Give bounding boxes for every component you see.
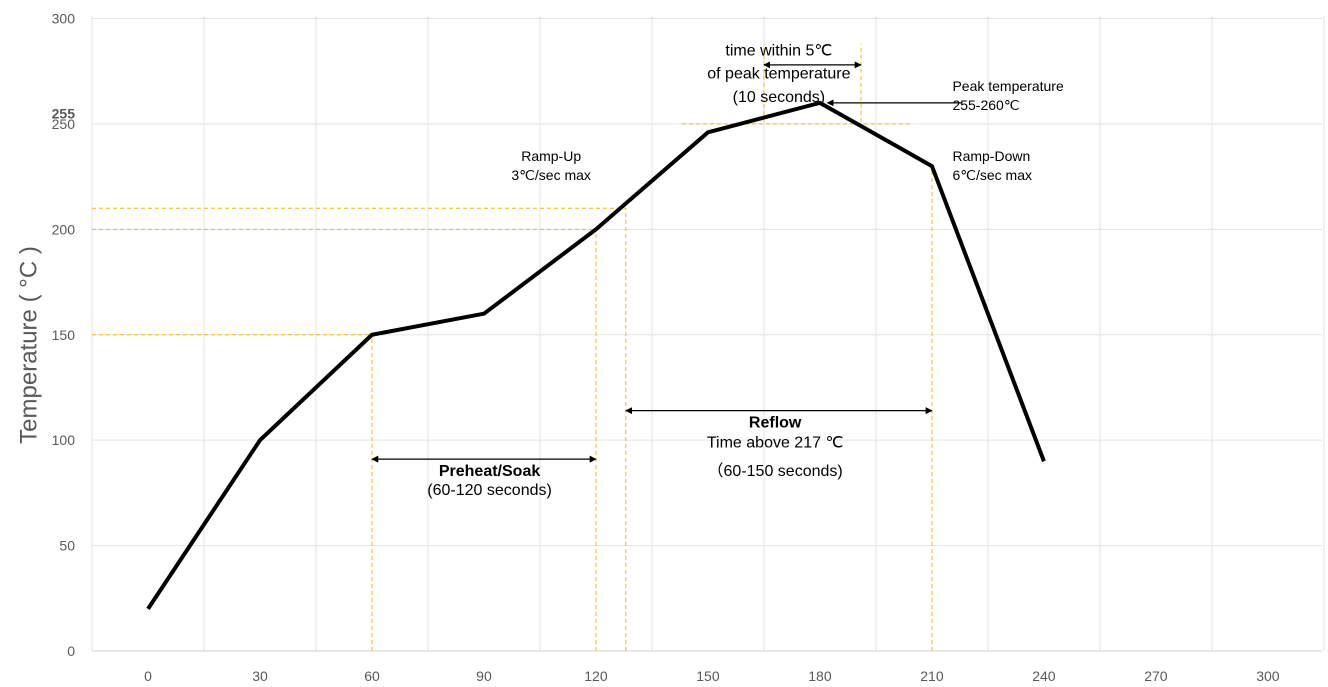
annotation-rampup-rate: 3℃/sec max: [511, 167, 591, 183]
y-tick-label: 100: [52, 432, 76, 448]
temperature-profile-line: [146, 100, 1046, 610]
annotation-peak-range: 255-260℃: [952, 97, 1019, 113]
y-tick-label: 300: [52, 11, 76, 27]
annotation-rampdown-title: Ramp-Down: [952, 148, 1030, 164]
x-tick-label: 30: [252, 668, 268, 684]
x-tick-label: 0: [144, 668, 152, 684]
x-tick-label: 150: [696, 668, 720, 684]
x-tick-label: 300: [1256, 668, 1280, 684]
x-tick-label: 90: [476, 668, 492, 684]
annotation-reflow-range: （60-150 seconds): [708, 462, 843, 480]
x-tick-label: 270: [1144, 668, 1168, 684]
series-layer: [146, 100, 1046, 610]
annotation-rampdown-rate: 6℃/sec max: [952, 167, 1032, 183]
annotation-preheat-range: (60-120 seconds): [427, 482, 552, 499]
y-axis-label: Temperature ( °C ): [15, 246, 42, 444]
annotation-layer: time within 5℃ of peak temperature (10 sec…: [427, 42, 1064, 499]
annotation-rampup-title: Ramp-Up: [521, 148, 581, 164]
annotation-reflow-desc: Time above 217 ℃: [707, 435, 844, 452]
annotation-ten-seconds: (10 seconds): [733, 89, 826, 106]
reference-lines: [92, 43, 933, 651]
x-tick-label: 60: [364, 668, 380, 684]
grid-layer: [91, 16, 1325, 652]
y-tick-label: 200: [52, 221, 76, 237]
y-tick-label: 50: [59, 538, 75, 554]
y-tick-label-peak: 255: [52, 105, 76, 121]
arrow-layer: [371, 61, 962, 463]
y-tick-label: 150: [52, 327, 76, 343]
annotation-of-peak: of peak temperature: [707, 66, 850, 83]
annotation-preheat-title: Preheat/Soak: [439, 463, 540, 480]
annotation-reflow-title: Reflow: [749, 415, 802, 432]
annotation-peak-title: Peak temperature: [952, 78, 1063, 94]
x-tick-label: 240: [1032, 668, 1056, 684]
y-tick-label: 0: [67, 643, 75, 659]
annotation-time-within: time within 5℃: [725, 42, 832, 59]
y-tick-label: 250: [52, 116, 76, 132]
x-tick-label: 120: [584, 668, 608, 684]
axis-labels: 0 30 60 90 120 150 180 210 240 270 300 0 50 100 150 200…: [52, 11, 1280, 684]
x-tick-label: 180: [808, 668, 832, 684]
x-tick-label: 210: [920, 668, 944, 684]
